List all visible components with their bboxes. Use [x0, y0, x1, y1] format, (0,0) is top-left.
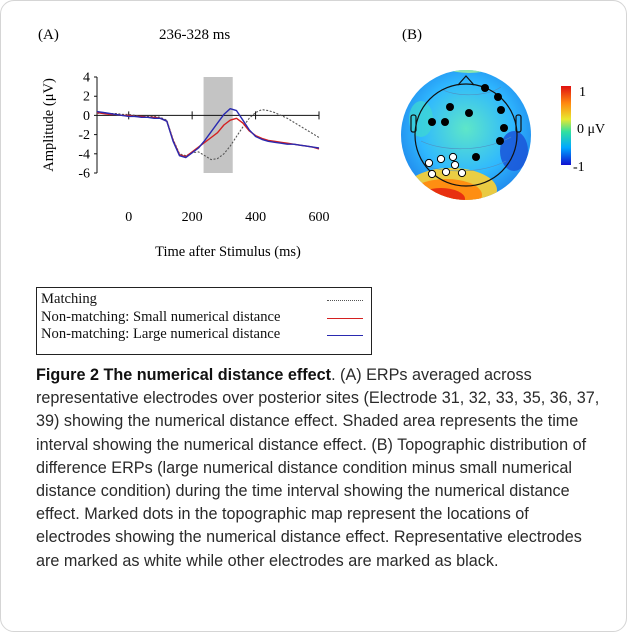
- figure-canvas: (A) 236-328 ms (B) 0 200 400 600 4 2 0 -2 -4 -6 Ti…: [38, 27, 605, 261]
- electrode-black: [496, 137, 504, 145]
- panel-b-label: (B): [402, 27, 422, 43]
- electrode-white: [448, 152, 458, 162]
- electrode-white: [441, 167, 451, 177]
- nose-outline: [457, 75, 475, 86]
- legend-entry-large-distance: Non-matching: Large numerical distance: [41, 326, 367, 344]
- electrode-black: [446, 103, 454, 111]
- x-tick-label: 0: [125, 210, 132, 225]
- electrode-black: [428, 118, 436, 126]
- y-tick-label: 0: [83, 109, 90, 124]
- caption-title: Figure 2 The numerical distance effect: [36, 366, 332, 384]
- electrode-white: [424, 158, 434, 168]
- electrode-black: [494, 93, 502, 101]
- topo-region-occipital-red: [417, 188, 465, 200]
- y-tick-label: 2: [83, 90, 90, 105]
- series-line-3: [96, 107, 320, 159]
- legend-swatch-dotted: [327, 300, 363, 301]
- y-tick-label: -6: [78, 167, 90, 182]
- time-window-label: 236-328 ms: [159, 27, 230, 43]
- legend-entry-small-distance: Non-matching: Small numerical distance: [41, 309, 367, 327]
- x-tick-label: 400: [245, 210, 266, 225]
- legend-label: Matching: [41, 291, 97, 307]
- white-electrodes: [424, 152, 467, 179]
- colorbar: [561, 86, 571, 165]
- legend-entry-matching: Matching: [41, 291, 367, 309]
- series-line-1: [96, 109, 320, 161]
- right-ear-outline: [515, 114, 522, 133]
- legend-swatch-blue: [327, 335, 363, 336]
- shaded-interval: [203, 77, 233, 173]
- electrode-black: [441, 118, 449, 126]
- topo-contour: [428, 160, 507, 172]
- topo-region-frontal: [435, 70, 503, 73]
- x-axis-label: Time after Stimulus (ms): [155, 244, 301, 260]
- legend-label: Non-matching: Large numerical distance: [41, 326, 281, 342]
- figure-caption: Figure 2 The numerical distance effect. …: [36, 364, 604, 573]
- caption-text: . (A) ERPs averaged across representativ…: [36, 366, 600, 570]
- electrode-black: [481, 84, 489, 92]
- electrode-white: [436, 154, 446, 164]
- electrode-black: [465, 109, 473, 117]
- chart-legend: Matching Non-matching: Small numerical d…: [36, 287, 372, 355]
- electrode-black: [497, 106, 505, 114]
- left-ear-outline: [410, 114, 417, 133]
- y-tick-label: -2: [78, 128, 90, 143]
- topo-background: [401, 70, 531, 200]
- y-tick-label: -4: [78, 147, 90, 162]
- topographic-map: [401, 70, 531, 200]
- colorbar-min-label: -1: [573, 160, 585, 175]
- electrode-black: [500, 124, 508, 132]
- colorbar-max-label: 1: [579, 85, 586, 100]
- electrode-black: [472, 153, 480, 161]
- y-axis-label: Amplitude (μV): [41, 78, 57, 172]
- y-tick-label: 4: [83, 71, 90, 86]
- legend-label: Non-matching: Small numerical distance: [41, 308, 281, 325]
- head-outline: [414, 83, 518, 187]
- panel-a-label: (A): [38, 27, 59, 43]
- electrode-white: [450, 160, 460, 170]
- legend-swatch-red: [327, 317, 363, 319]
- electrode-white: [457, 168, 467, 178]
- erp-line-chart: 0 200 400 600 4 2 0 -2 -4 -6 Time after Stimulus (…: [41, 71, 330, 261]
- electrode-white: [427, 169, 437, 179]
- topo-contour: [440, 86, 502, 96]
- x-tick-label: 200: [182, 210, 203, 225]
- colorbar-mid-label: 0 μV: [577, 122, 605, 137]
- black-electrodes: [428, 84, 508, 161]
- x-tick-label: 600: [309, 210, 330, 225]
